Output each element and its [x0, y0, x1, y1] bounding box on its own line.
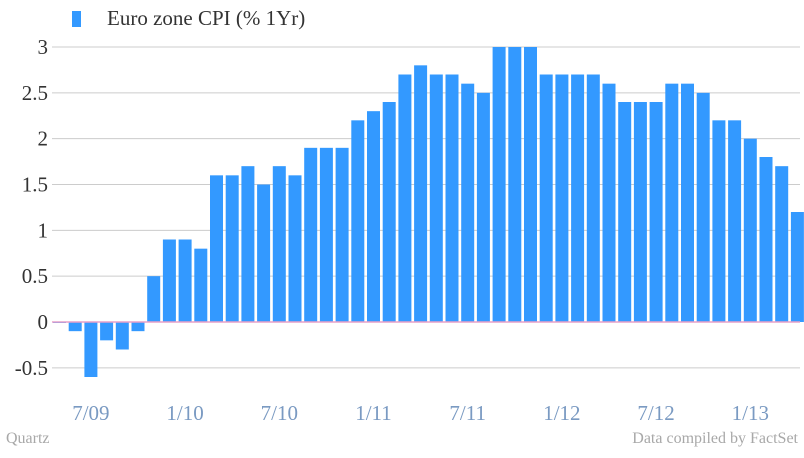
legend: Euro zone CPI (% 1Yr)	[72, 6, 305, 31]
bar	[257, 184, 271, 322]
source-label: Quartz	[6, 430, 50, 447]
bar	[319, 147, 333, 322]
bar	[665, 83, 679, 323]
bar	[131, 322, 145, 332]
bar	[351, 120, 365, 322]
x-tick-label: 7/10	[261, 401, 298, 425]
bar	[790, 212, 804, 322]
bar	[712, 120, 726, 322]
credit-label: Data compiled by FactSet	[632, 430, 798, 447]
bar	[194, 248, 208, 322]
y-tick-label: 2.5	[22, 81, 48, 105]
bar	[649, 102, 663, 322]
bar	[382, 102, 396, 322]
bar	[210, 175, 223, 322]
x-tick-label: 1/10	[166, 401, 203, 425]
y-tick-label: 0	[38, 310, 49, 334]
x-tick-label: 1/11	[355, 401, 392, 425]
bar	[618, 102, 632, 322]
bar	[524, 47, 537, 322]
bar	[681, 83, 694, 323]
bar	[147, 276, 161, 322]
bar	[555, 74, 569, 322]
bar	[100, 322, 114, 341]
x-tick-label: 1/13	[732, 401, 769, 425]
legend-swatch	[72, 10, 81, 27]
y-tick-label: 1.5	[22, 173, 48, 197]
x-tick-label: 1/12	[543, 401, 580, 425]
bar	[445, 74, 459, 322]
bar	[414, 65, 428, 322]
x-tick-label: 7/09	[72, 401, 109, 425]
bar	[476, 92, 490, 322]
bar	[115, 322, 129, 350]
bars	[53, 47, 804, 377]
bar	[84, 322, 98, 377]
bar	[398, 74, 412, 322]
bar	[367, 111, 380, 323]
legend-label: Euro zone CPI (% 1Yr)	[107, 6, 306, 30]
bar	[272, 166, 286, 322]
x-tick-label: 7/12	[637, 401, 674, 425]
bar	[461, 83, 475, 323]
bar	[728, 120, 742, 322]
bar	[68, 322, 82, 332]
bar	[335, 147, 349, 322]
bar	[225, 175, 239, 322]
y-tick-label: 2	[38, 127, 49, 151]
bar	[429, 74, 443, 322]
bar	[571, 74, 585, 322]
bar	[696, 92, 710, 322]
y-axis-ticks: 3 2.5 2 1.5 1 0.5 0 -0.5	[15, 35, 48, 380]
x-axis-ticks: 7/09 1/10 7/10 1/11 7/11 1/12 7/12 1/13	[72, 401, 769, 425]
bar	[241, 166, 255, 322]
bar	[508, 47, 522, 322]
y-tick-label: -0.5	[15, 356, 48, 380]
bar	[162, 239, 176, 322]
bar	[288, 175, 302, 322]
bar	[492, 47, 506, 322]
bar	[743, 138, 757, 322]
bar	[775, 166, 789, 322]
bar	[602, 83, 616, 323]
bar	[539, 74, 553, 322]
y-tick-label: 3	[38, 35, 49, 59]
x-tick-label: 7/11	[449, 401, 486, 425]
bar	[586, 74, 600, 322]
y-tick-label: 0.5	[22, 264, 48, 288]
bar	[304, 147, 318, 322]
y-tick-label: 1	[38, 218, 49, 242]
bar	[633, 102, 647, 322]
bar	[759, 157, 773, 322]
bar	[178, 239, 192, 322]
